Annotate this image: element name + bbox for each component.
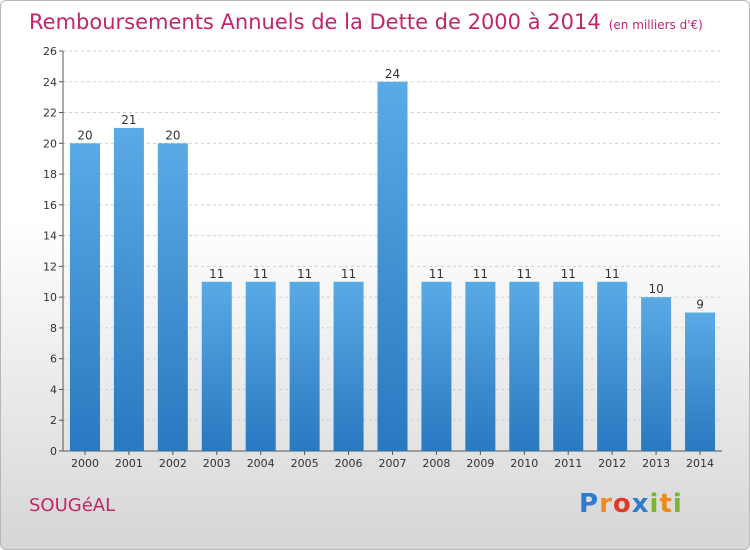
labels: 0246810121416182022242620200021200120200…	[43, 45, 714, 470]
bar-value-label: 11	[297, 267, 312, 281]
bar-value-label: 11	[517, 267, 532, 281]
bar	[69, 143, 100, 452]
bar-value-label: 11	[429, 267, 444, 281]
y-tick-label: 2	[50, 414, 57, 427]
bar	[465, 281, 496, 451]
bar	[201, 281, 232, 451]
y-tick-label: 26	[43, 45, 57, 58]
y-tick-label: 24	[43, 76, 57, 89]
bar-value-label: 11	[605, 267, 620, 281]
bar	[377, 81, 408, 452]
x-tick-label: 2011	[554, 457, 582, 470]
y-tick-label: 22	[43, 107, 57, 120]
bar	[641, 297, 672, 451]
x-tick-label: 2003	[203, 457, 231, 470]
bar-value-label: 11	[473, 267, 488, 281]
x-tick-label: 2001	[115, 457, 143, 470]
y-tick-label: 12	[43, 260, 57, 273]
proxiti-logo: Proxiti	[579, 489, 683, 519]
x-tick-label: 2012	[598, 457, 626, 470]
bar	[421, 281, 452, 451]
chart-subtitle: (en milliers d'€)	[608, 18, 703, 32]
y-tick-label: 8	[50, 322, 57, 335]
chart-title-block: Remboursements Annuels de la Dette de 20…	[29, 10, 703, 34]
x-tick-label: 2000	[71, 457, 99, 470]
bar-value-label: 20	[165, 128, 180, 142]
x-tick-label: 2002	[159, 457, 187, 470]
x-tick-label: 2013	[642, 457, 670, 470]
bar-value-label: 9	[696, 298, 704, 312]
bar	[597, 281, 628, 451]
bar	[553, 281, 584, 451]
x-tick-label: 2014	[686, 457, 714, 470]
x-tick-label: 2005	[291, 457, 319, 470]
x-tick-label: 2008	[422, 457, 450, 470]
bar	[245, 281, 276, 451]
y-tick-label: 4	[50, 383, 57, 396]
y-tick-label: 6	[50, 353, 57, 366]
y-tick-label: 18	[43, 168, 57, 181]
bar	[509, 281, 540, 451]
bar-value-label: 11	[253, 267, 268, 281]
bar-value-label: 11	[561, 267, 576, 281]
x-tick-label: 2006	[335, 457, 363, 470]
x-tick-label: 2004	[247, 457, 275, 470]
y-tick-label: 0	[50, 445, 57, 458]
bar-value-label: 24	[385, 67, 400, 81]
bar-value-label: 21	[121, 113, 136, 127]
bar	[113, 127, 144, 451]
bar	[289, 281, 320, 451]
x-tick-label: 2009	[466, 457, 494, 470]
y-tick-label: 20	[43, 137, 57, 150]
bar	[333, 281, 364, 451]
bar-value-label: 20	[77, 128, 92, 142]
chart-title: Remboursements Annuels de la Dette de 20…	[29, 10, 601, 34]
bar	[157, 143, 188, 452]
y-tick-label: 14	[43, 230, 57, 243]
x-tick-label: 2007	[379, 457, 407, 470]
x-tick-label: 2010	[510, 457, 538, 470]
y-tick-label: 10	[43, 291, 57, 304]
bar-value-label: 11	[341, 267, 356, 281]
bar-value-label: 10	[648, 282, 663, 296]
bars	[69, 81, 716, 452]
bar	[685, 312, 716, 451]
town-name: SOUGéAL	[29, 495, 116, 516]
y-tick-label: 16	[43, 199, 57, 212]
bar-value-label: 11	[209, 267, 224, 281]
